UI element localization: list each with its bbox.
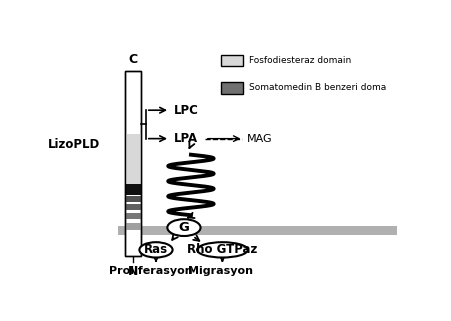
- Bar: [221, 55, 244, 66]
- Bar: [124, 71, 141, 256]
- Text: Rho GTPaz: Rho GTPaz: [187, 243, 258, 256]
- Text: Fosfodiesteraz domain: Fosfodiesteraz domain: [249, 56, 351, 65]
- Bar: [124, 223, 141, 230]
- Bar: [124, 213, 141, 219]
- Text: G: G: [179, 221, 189, 234]
- Text: Migrasyon: Migrasyon: [188, 266, 253, 276]
- Bar: [124, 71, 141, 256]
- Ellipse shape: [167, 219, 201, 236]
- Text: Somatomedin B benzeri doma: Somatomedin B benzeri doma: [249, 83, 386, 92]
- Ellipse shape: [197, 242, 248, 257]
- Text: Ras: Ras: [144, 243, 168, 256]
- Bar: [124, 204, 141, 210]
- Text: LPC: LPC: [174, 104, 198, 117]
- Text: N: N: [128, 265, 138, 278]
- Bar: [118, 226, 397, 235]
- Bar: [124, 196, 141, 202]
- Ellipse shape: [139, 242, 173, 257]
- Text: LPA: LPA: [174, 132, 198, 145]
- Text: LizoPLD: LizoPLD: [48, 138, 100, 151]
- Bar: [124, 134, 141, 186]
- Bar: [221, 82, 244, 93]
- Text: MAG: MAG: [247, 134, 272, 143]
- Text: C: C: [129, 53, 138, 66]
- Bar: [124, 184, 141, 195]
- Text: Proliferasyon: Proliferasyon: [109, 266, 193, 276]
